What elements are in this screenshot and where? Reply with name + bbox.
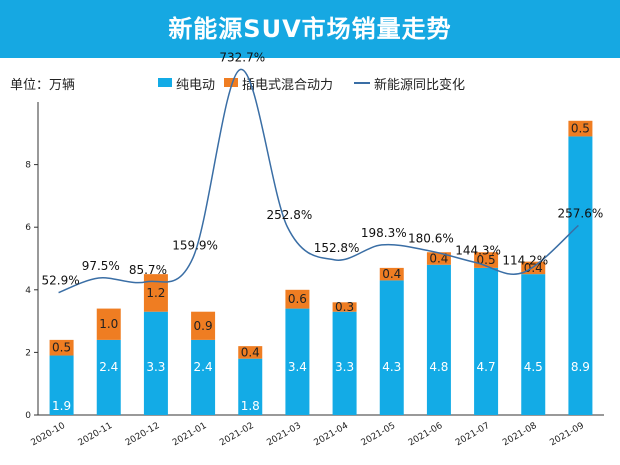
yoy-value-label: 159.9%	[172, 239, 218, 253]
phev-bar	[143, 274, 168, 312]
yoy-value-label: 85.7%	[129, 263, 167, 277]
phev-value-label: 0.4	[241, 345, 260, 359]
yoy-value-label: 114.2%	[502, 254, 548, 268]
x-tick-label: 2021-08	[501, 421, 539, 449]
bev-bar	[568, 136, 593, 415]
legend-line-yoy	[354, 82, 370, 84]
x-tick-label: 2021-01	[171, 421, 209, 448]
bev-bar	[474, 267, 499, 415]
y-tick-label: 4	[25, 286, 31, 296]
phev-value-label: 0.4	[429, 252, 448, 266]
bev-value-label: 4.8	[429, 360, 448, 374]
bev-bar	[238, 358, 263, 415]
yoy-value-label: 97.5%	[82, 259, 120, 273]
yoy-value-label: 252.8%	[267, 208, 313, 222]
bev-bar	[426, 264, 451, 415]
phev-bar	[49, 339, 74, 356]
phev-value-label: 1.0	[99, 317, 118, 331]
bev-bar	[96, 339, 121, 415]
phev-bar	[426, 252, 451, 265]
bev-value-label: 3.3	[146, 360, 165, 374]
phev-bar	[568, 120, 593, 137]
phev-value-label: 0.4	[382, 267, 401, 281]
bev-value-label: 3.3	[335, 360, 354, 374]
x-tick-label: 2021-09	[548, 421, 586, 449]
x-tick-label: 2021-05	[360, 421, 398, 448]
bev-bar	[521, 274, 546, 415]
bev-value-label: 4.7	[477, 360, 496, 374]
yoy-value-label: 180.6%	[408, 232, 454, 246]
phev-bar	[332, 302, 357, 312]
phev-value-label: 1.2	[146, 286, 165, 300]
yoy-line	[58, 68, 579, 294]
yoy-value-label: 152.8%	[314, 241, 360, 255]
bev-value-label: 8.9	[571, 360, 590, 374]
x-tick-label: 2021-03	[265, 421, 303, 448]
yoy-value-label: 144.3%	[455, 244, 501, 258]
bev-bar	[191, 339, 216, 415]
bev-value-label: 3.4	[288, 360, 307, 374]
bev-value-label: 4.3	[382, 360, 401, 374]
yoy-value-label: 732.7%	[219, 50, 265, 64]
y-tick-label: 2	[25, 348, 31, 358]
title-banner: 新能源SUV市场销量走势	[0, 0, 620, 58]
yoy-value-label: 198.3%	[361, 226, 407, 240]
y-tick-label: 0	[25, 411, 31, 421]
legend-label-yoy: 新能源同比变化	[374, 78, 466, 93]
legend-swatch-phev	[224, 78, 238, 87]
bev-bar	[143, 311, 168, 415]
phev-value-label: 0.9	[194, 319, 213, 333]
bev-bar	[332, 311, 357, 415]
x-tick-label: 2020-12	[124, 421, 162, 448]
phev-value-label: 0.3	[335, 300, 354, 314]
x-tick-label: 2020-10	[30, 421, 68, 449]
legend-swatch-bev	[158, 78, 172, 87]
x-tick-label: 2021-06	[407, 421, 445, 449]
x-tick-label: 2021-07	[454, 421, 492, 448]
phev-bar	[191, 311, 216, 340]
bev-value-label: 2.4	[194, 360, 213, 374]
y-tick-label: 6	[25, 223, 31, 233]
legend-label-bev: 纯电动	[176, 78, 216, 93]
phev-bar	[379, 267, 404, 281]
phev-value-label: 0.5	[571, 122, 590, 136]
bev-value-label: 4.5	[524, 360, 543, 374]
phev-value-label: 0.5	[52, 341, 71, 355]
chart-title: 新能源SUV市场销量走势	[168, 15, 452, 43]
phev-value-label: 0.6	[288, 292, 307, 306]
x-tick-label: 2021-02	[218, 421, 256, 448]
yoy-value-label: 257.6%	[558, 206, 604, 220]
phev-bar	[238, 346, 263, 359]
yoy-value-label: 52.9%	[42, 274, 80, 288]
phev-bar	[96, 308, 121, 340]
bev-value-label: 1.9	[52, 399, 71, 413]
x-tick-label: 2020-11	[77, 421, 115, 448]
bev-bar	[49, 355, 74, 415]
phev-bar	[285, 289, 310, 309]
bev-value-label: 2.4	[99, 360, 118, 374]
unit-label: 单位：万辆	[10, 78, 76, 93]
y-tick-label: 8	[25, 161, 31, 171]
x-tick-label: 2021-04	[313, 421, 351, 449]
bev-bar	[285, 308, 310, 415]
bev-bar	[379, 280, 404, 415]
bev-value-label: 1.8	[241, 399, 260, 413]
legend-label-phev: 插电式混合动力	[242, 78, 334, 93]
